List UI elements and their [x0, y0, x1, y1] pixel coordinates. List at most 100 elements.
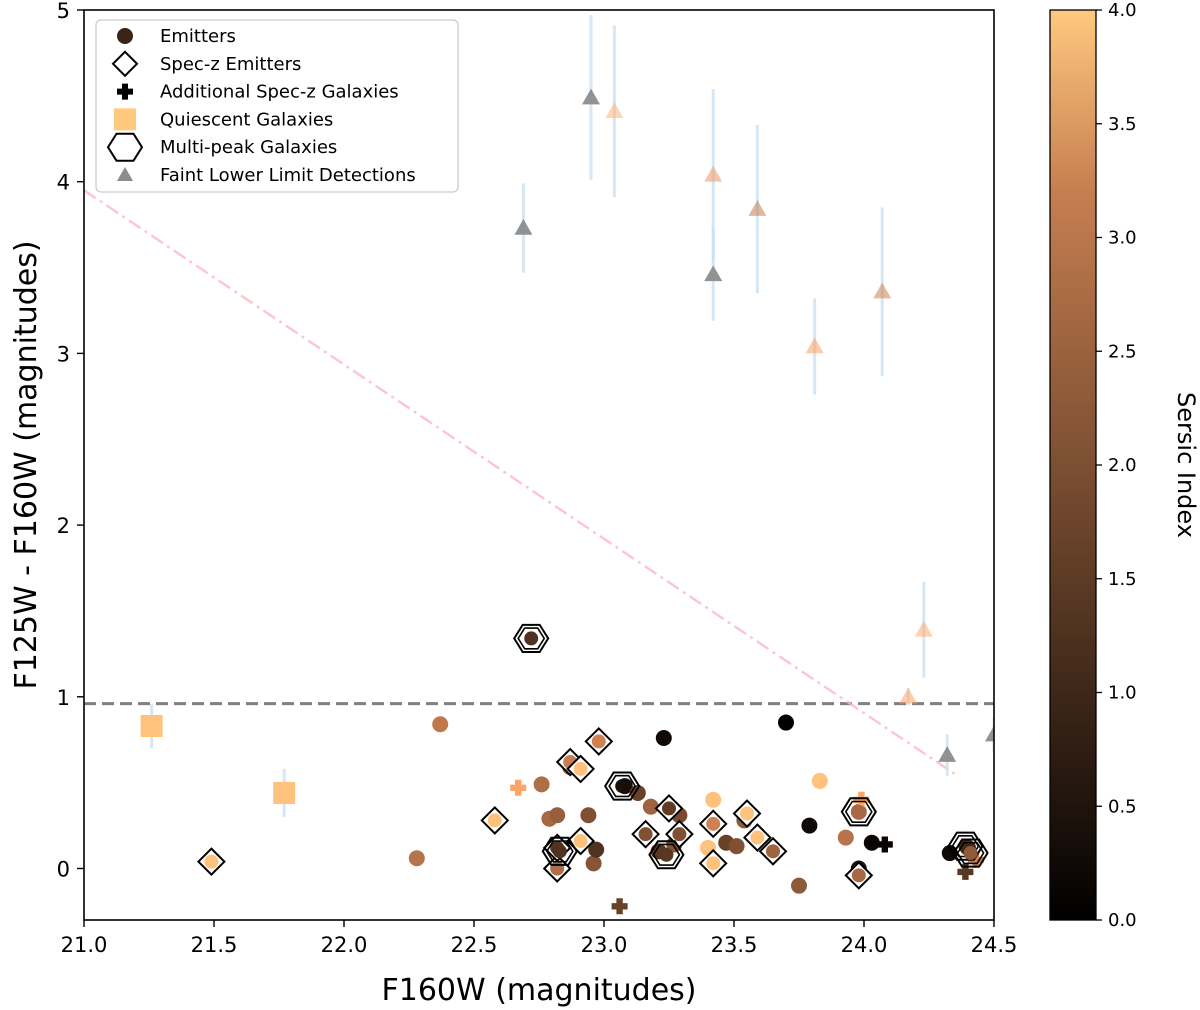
colorbar-tick-label: 2.0: [1108, 455, 1137, 476]
specz-fill: [591, 734, 606, 749]
specz-emitter-point: [844, 860, 874, 890]
reference-lines: [84, 189, 994, 776]
multipeak-hexagon: [840, 797, 877, 827]
specz-emitter-point: [566, 754, 596, 784]
lower-limit-point: [704, 165, 723, 182]
colorbar-tick-label: 1.5: [1108, 569, 1137, 590]
lower-limit-point: [805, 337, 824, 354]
specz-emitter-point: [732, 799, 762, 828]
specz-emitter-point: [654, 793, 684, 823]
x-tick-label: 22.5: [451, 933, 498, 957]
legend-entry: Emitters: [117, 26, 236, 47]
legend-entry: Additional Spec-z Galaxies: [117, 82, 399, 103]
specz-fill: [706, 856, 721, 871]
legend-entry: Multi-peak Galaxies: [106, 132, 337, 162]
legend-label: Emitters: [160, 26, 236, 47]
lower-limit-point: [985, 725, 994, 742]
lower-limit-point: [873, 282, 892, 299]
plot-frame: [83, 9, 995, 921]
emitter-point: [778, 714, 794, 731]
colorbar-tick-label: 1.0: [1108, 683, 1137, 704]
legend-square-icon: [114, 108, 136, 131]
emitter-point: [791, 877, 807, 894]
emitter-point: [705, 791, 722, 808]
y-axis-ticks: 0 1 2 3 4 5: [57, 0, 84, 881]
emitter-point: [811, 772, 828, 789]
y-tick-label: 3: [57, 342, 70, 366]
colorbar-tick-label: 0.0: [1108, 910, 1137, 931]
specz-fill: [750, 830, 765, 845]
specz-emitter-point: [631, 819, 661, 849]
multipeak-point: [648, 840, 685, 870]
x-axis-ticks: 21.0 21.5 22.0 22.5 23.0 23.5 24.0 24.5: [61, 920, 1018, 957]
legend-label: Quiescent Galaxies: [160, 109, 333, 130]
colorbar-tick-label: 0.5: [1108, 796, 1137, 817]
emitter-point: [655, 730, 672, 746]
multipeak-fill: [963, 846, 978, 861]
lower-limit-point: [582, 88, 600, 105]
specz-emitter-point: [698, 809, 728, 839]
specz-fill: [706, 816, 721, 831]
specz-fill: [573, 834, 588, 849]
additional-specz-point: [876, 836, 893, 853]
emitter-point: [585, 855, 602, 872]
specz-fill: [638, 827, 653, 842]
legend-diamond-icon: [111, 50, 139, 78]
x-tick-label: 21.0: [61, 933, 108, 957]
multipeak-point: [952, 838, 989, 868]
specz-fill: [662, 801, 676, 816]
specz-emitter-point: [196, 847, 226, 877]
x-tick-label: 22.0: [321, 933, 368, 957]
colorbar-tick-label: 3.0: [1108, 228, 1137, 249]
y-tick-label: 4: [57, 171, 70, 195]
legend-plus-icon: [117, 83, 133, 100]
diagonal-selection-line: [84, 189, 956, 776]
colorbar: 0.0 0.5 1.0 1.5 2.0 2.5 3.0 3.5 4.0 Sersic Index: [1049, 0, 1200, 931]
specz-emitter-point: [742, 823, 772, 852]
colorbar-tick-label: 3.5: [1108, 114, 1137, 135]
multipeak-fill: [659, 847, 674, 862]
multipeak-hexagon: [541, 836, 578, 866]
multipeak-hexagon: [952, 838, 989, 868]
lower-limit-point: [899, 687, 918, 704]
colorbar-tick-label: 2.5: [1108, 341, 1137, 362]
multipeak-point: [513, 623, 550, 653]
legend-label: Multi-peak Galaxies: [160, 137, 337, 158]
emitter-point: [432, 716, 449, 733]
y-tick-label: 1: [57, 686, 70, 710]
emitter-point: [728, 838, 745, 855]
emitter-point: [863, 834, 880, 851]
legend-entry: Quiescent Galaxies: [114, 108, 333, 131]
colorbar-ticks: 0.0 0.5 1.0 1.5 2.0 2.5 3.0 3.5 4.0: [1096, 0, 1137, 931]
x-tick-label: 23.5: [711, 933, 758, 957]
additional-specz-point: [510, 779, 527, 796]
multipeak-fill: [552, 844, 567, 859]
multipeak-point: [840, 797, 877, 827]
specz-emitter-point: [698, 848, 728, 878]
multipeak-hexagon: [604, 771, 641, 801]
lower-limit-point: [514, 219, 533, 235]
emitter-point: [837, 829, 854, 846]
legend-triangle-icon: [117, 167, 133, 181]
additional-specz-point: [853, 791, 870, 808]
specz-fill: [573, 761, 588, 776]
x-tick-label: 24.0: [841, 933, 888, 957]
legend-frame: [95, 19, 459, 193]
emitter-point: [588, 841, 605, 858]
legend-hexagon-icon: [106, 132, 144, 162]
specz-fill: [766, 844, 780, 859]
legend-label: Faint Lower Limit Detections: [160, 165, 416, 186]
legend-label: Spec-z Emitters: [160, 54, 301, 75]
lower-limit-point: [605, 102, 624, 119]
specz-emitter-point: [480, 806, 510, 835]
specz-emitter-point: [758, 836, 788, 866]
multipeak-fill: [615, 779, 630, 794]
x-tick-label: 24.5: [971, 933, 1018, 957]
colorbar-tick-label: 4.0: [1108, 0, 1137, 21]
legend-label: Additional Spec-z Galaxies: [160, 82, 399, 103]
y-tick-label: 2: [57, 514, 70, 538]
x-axis-label: F160W (magnitudes): [381, 973, 696, 1008]
multipeak-hexagon: [648, 840, 685, 870]
emitter-point: [408, 850, 425, 867]
emitter-point: [549, 807, 566, 824]
